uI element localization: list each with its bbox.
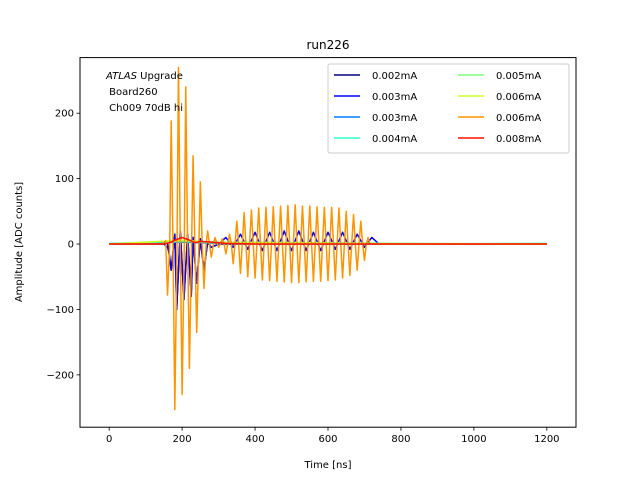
x-tick-label: 600	[318, 434, 337, 445]
annotation-line-3: Ch009 70dB hi	[106, 103, 183, 114]
legend-label-5: 0.005mA	[496, 71, 541, 82]
x-axis-ticks: 0 200 400 600 800 1000 1200	[106, 427, 560, 445]
legend-label-2: 0.003mA	[372, 92, 417, 103]
series-line-8	[109, 236, 547, 245]
x-tick-label: 1200	[534, 434, 559, 445]
annotation-upgrade: Upgrade	[137, 71, 183, 82]
y-tick-label: 200	[55, 109, 74, 120]
y-tick-label: 100	[55, 174, 74, 185]
y-tick-label: −200	[47, 370, 74, 381]
annotation-atlas: ATLAS	[105, 71, 138, 82]
series-lines	[109, 66, 547, 411]
legend-label-1: 0.002mA	[372, 71, 417, 82]
legend-label-6: 0.006mA	[496, 92, 541, 103]
x-axis-label: Time [ns]	[303, 460, 351, 471]
y-axis-label: Amplitude [ADC counts]	[14, 182, 25, 302]
y-tick-label: 0	[68, 240, 74, 251]
y-tick-label: −100	[47, 305, 74, 316]
series-line-7	[109, 66, 547, 411]
legend-label-4: 0.004mA	[372, 134, 417, 145]
legend-label-7: 0.006mA	[496, 113, 541, 124]
y-axis-ticks: −200 −100 0 100 200	[47, 109, 80, 381]
legend-label-8: 0.008mA	[496, 134, 541, 145]
x-tick-label: 400	[246, 434, 265, 445]
x-tick-label: 200	[173, 434, 192, 445]
x-tick-label: 0	[106, 434, 112, 445]
x-tick-label: 1000	[461, 434, 486, 445]
annotation-line-1: ATLAS Upgrade	[105, 71, 183, 82]
legend: 0.002mA 0.003mA 0.003mA 0.004mA 0.005mA 0.006…	[327, 63, 570, 154]
annotation-line-2: Board260	[106, 87, 158, 98]
legend-label-3: 0.003mA	[372, 113, 417, 124]
atlas-annotation: ATLAS Upgrade Board260 Ch009 70dB hi	[105, 71, 183, 114]
legend-box	[327, 63, 570, 154]
chart-title: run226	[306, 38, 349, 52]
x-tick-label: 800	[391, 434, 410, 445]
